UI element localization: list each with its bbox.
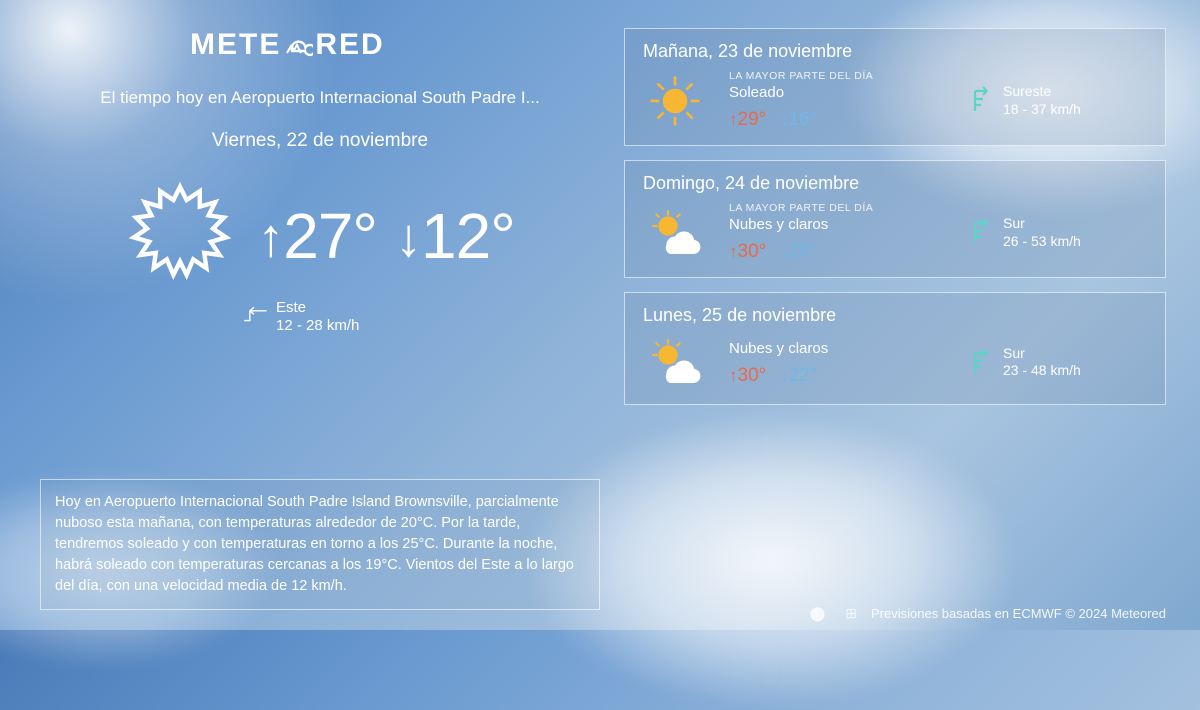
wind-scale-icon: [971, 347, 993, 378]
forecast-condition: Nubes y claros: [729, 340, 949, 357]
forecast-wind-range: 23 - 48 km/h: [1003, 362, 1081, 380]
brand-text-right: RED: [315, 28, 384, 62]
footer-text: Previsiones basadas en ECMWF © 2024 Mete…: [871, 606, 1166, 621]
forecast-wind-range: 26 - 53 km/h: [1003, 233, 1081, 251]
forecast-wind-dir: Sur: [1003, 345, 1081, 363]
footer: ⬤ ⊞ Previsiones basadas en ECMWF © 2024 …: [810, 605, 1166, 622]
forecast-wind: Sur23 - 48 km/h: [971, 345, 1081, 380]
wind-arrow-icon: [240, 306, 268, 328]
forecast-wind-dir: Sureste: [1003, 83, 1081, 101]
location-title: El tiempo hoy en Aeropuerto Internaciona…: [40, 88, 600, 108]
forecast-wind-dir: Sur: [1003, 215, 1081, 233]
forecast-card: Lunes, 25 de noviembre Nubes y claros ↑30°…: [624, 292, 1166, 405]
forecast-temps: ↑29°↓16°: [729, 109, 949, 131]
today-temps: ↑27° ↓12°: [257, 199, 515, 273]
sun-cloud-icon: [643, 205, 707, 261]
windows-icon: ⊞: [845, 605, 857, 622]
wind-scale-icon: [971, 217, 993, 248]
forecast-wind: Sureste18 - 37 km/h: [971, 83, 1081, 118]
sun-outline-icon: [125, 178, 235, 293]
forecast-condition: Soleado: [729, 84, 949, 101]
today-main: ↑27° ↓12°: [40, 178, 600, 293]
forecast-date: Domingo, 24 de noviembre: [643, 173, 1147, 194]
today-summary: Hoy en Aeropuerto Internacional South Pa…: [40, 479, 600, 610]
forecast-card: Mañana, 23 de noviembre LA MAYOR PARTE DE…: [624, 28, 1166, 146]
sun-cloud-icon: [643, 334, 707, 390]
forecast-temps: ↑30°↓20°: [729, 241, 949, 263]
forecast-condition: Nubes y claros: [729, 216, 949, 233]
brand-text-left: METE: [190, 28, 281, 62]
today-hi: 27°: [283, 200, 377, 272]
forecast-card: Domingo, 24 de noviembre LA MAYOR PARTE D…: [624, 160, 1166, 278]
forecast-wind-range: 18 - 37 km/h: [1003, 101, 1081, 119]
brand-logo: METE RED: [190, 28, 600, 62]
android-icon: ⬤: [810, 605, 826, 622]
sun-icon: [643, 73, 707, 129]
forecast-date: Lunes, 25 de noviembre: [643, 305, 1147, 326]
forecast-caption: LA MAYOR PARTE DEL DÍA: [729, 70, 949, 82]
forecast-temps: ↑30°↓22°: [729, 365, 949, 387]
forecast-caption: LA MAYOR PARTE DEL DÍA: [729, 202, 949, 214]
wind-scale-icon: [971, 85, 993, 116]
today-wind: Este 12 - 28 km/h: [240, 299, 600, 335]
today-date: Viernes, 22 de noviembre: [40, 130, 600, 152]
today-wind-range: 12 - 28 km/h: [276, 317, 359, 335]
forecast-wind: Sur26 - 53 km/h: [971, 215, 1081, 250]
today-wind-dir: Este: [276, 299, 359, 317]
brand-cloud-icon: [283, 33, 313, 57]
forecast-date: Mañana, 23 de noviembre: [643, 41, 1147, 62]
today-lo: 12°: [421, 200, 515, 272]
